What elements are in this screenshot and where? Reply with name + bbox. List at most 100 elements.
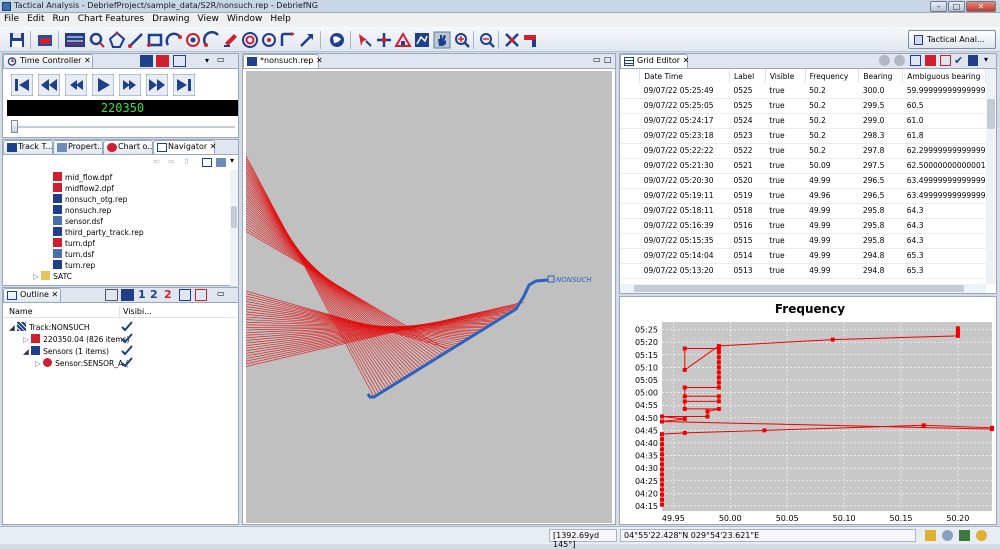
data-point[interactable] <box>955 333 960 338</box>
table-cell[interactable]: 50.09 <box>805 158 859 174</box>
button-2[interactable]: 2 <box>150 288 158 301</box>
table-cell[interactable]: 0518 <box>729 203 766 219</box>
list-item[interactable]: midflow2.dpf <box>53 183 114 194</box>
time-filter-icon[interactable] <box>156 55 169 67</box>
step-back-icon[interactable] <box>65 74 87 96</box>
table-cell[interactable]: 50.2 <box>805 143 859 159</box>
table-cell[interactable]: 49.99 <box>805 218 859 234</box>
menu-run[interactable]: Run <box>52 14 70 24</box>
data-point[interactable] <box>660 492 664 497</box>
table-cell[interactable]: 09/07/22 05:22:22 <box>639 143 730 159</box>
list-item[interactable]: turn.dpf <box>53 238 95 249</box>
checkbox-icon[interactable] <box>179 289 191 301</box>
tab-track-tote[interactable]: Track T... <box>3 140 53 154</box>
table-cell[interactable]: true <box>765 248 806 264</box>
frequency-chart[interactable]: Frequency 04:15 04:20 04:25 04:30 04:35 04:40… <box>620 297 996 524</box>
table-cell[interactable]: true <box>765 263 806 279</box>
time-slider-thumb[interactable] <box>11 120 18 133</box>
table-cell[interactable]: 295.8 <box>858 233 903 249</box>
table-cell[interactable]: true <box>765 158 806 174</box>
table-cell[interactable]: 300.0 <box>858 83 903 99</box>
navigator-scrollbar[interactable] <box>230 170 238 286</box>
polygon-tool-icon[interactable] <box>108 31 126 49</box>
data-point[interactable] <box>682 417 687 422</box>
data-point[interactable] <box>682 399 687 404</box>
track-path[interactable] <box>366 278 549 399</box>
list-item[interactable]: turn.rep <box>53 260 95 271</box>
visible-check-icon[interactable] <box>121 333 133 344</box>
column-date-time[interactable]: Date Time <box>639 69 730 83</box>
time-options-icon[interactable] <box>173 55 186 67</box>
drag-feature-icon[interactable] <box>394 31 412 49</box>
data-point[interactable] <box>716 355 721 360</box>
table-row[interactable]: 09/07/22 05:16:39 0516 true 49.99 295.8 64.3 <box>620 218 986 234</box>
table-cell[interactable]: 09/07/22 05:21:30 <box>639 158 730 174</box>
table-cell[interactable]: 09/07/22 05:19:11 <box>639 188 730 204</box>
table-cell[interactable]: true <box>765 233 806 249</box>
add-row-icon[interactable] <box>879 55 890 66</box>
data-point[interactable] <box>716 370 721 375</box>
visible-check-icon[interactable] <box>121 321 133 332</box>
checkbox-red-icon[interactable] <box>195 289 207 301</box>
scrollbar-thumb[interactable] <box>987 99 995 129</box>
outline-fixes-row[interactable]: ▷ 220350.04 (826 items) <box>23 334 130 344</box>
table-cell[interactable]: 299.0 <box>858 113 903 129</box>
table-cell[interactable]: 64.3 <box>902 233 986 249</box>
time-settings-icon[interactable] <box>140 55 153 67</box>
data-point[interactable] <box>660 487 664 492</box>
data-point[interactable] <box>716 343 721 348</box>
redraw-icon[interactable] <box>522 31 540 49</box>
data-point[interactable] <box>660 414 664 419</box>
data-point[interactable] <box>682 430 687 435</box>
wedge-tool-icon[interactable] <box>203 31 221 49</box>
table-cell[interactable]: 0519 <box>729 188 766 204</box>
table-cell[interactable]: 297.8 <box>858 143 903 159</box>
table-cell[interactable]: 64.3 <box>902 218 986 234</box>
data-point[interactable] <box>660 457 664 462</box>
track-marker[interactable] <box>547 275 555 283</box>
table-cell[interactable]: 0516 <box>729 218 766 234</box>
menu-view[interactable]: View <box>197 14 219 24</box>
navigator-menu-icon[interactable]: ▾ <box>230 156 235 165</box>
data-point[interactable] <box>921 423 926 428</box>
data-point[interactable] <box>990 427 994 432</box>
column-ambiguous-bearing[interactable]: Ambiguous bearing <box>902 69 986 83</box>
grid-horizontal-scrollbar[interactable] <box>620 284 986 293</box>
grid-view-menu-icon[interactable]: ▾ <box>984 55 989 64</box>
table-cell[interactable]: 49.99 <box>805 173 859 189</box>
table-cell[interactable]: 09/07/22 05:23:18 <box>639 128 730 144</box>
menu-help[interactable]: Help <box>270 14 291 24</box>
perspective-switcher[interactable]: Tactical Anal... <box>908 30 996 49</box>
range-rings-icon[interactable] <box>241 31 259 49</box>
menu-file[interactable]: File <box>4 14 20 24</box>
editor-maximize-icon[interactable]: □ <box>604 55 612 64</box>
table-cell[interactable]: 298.3 <box>858 128 903 144</box>
tick-icon[interactable]: ✔ <box>954 54 964 67</box>
column-label[interactable]: Label <box>729 69 766 83</box>
table-cell[interactable]: 60.5 <box>902 98 986 114</box>
data-point[interactable] <box>660 477 664 482</box>
data-point[interactable] <box>660 502 664 507</box>
table-cell[interactable]: 09/07/22 05:25:49 <box>639 83 730 99</box>
status-icon-1[interactable] <box>925 530 936 541</box>
table-row[interactable]: 09/07/22 05:22:22 0522 true 50.2 297.8 62.299… <box>620 143 986 159</box>
table-cell[interactable]: 09/07/22 05:13:20 <box>639 263 730 279</box>
data-point[interactable] <box>660 419 664 424</box>
table-row[interactable]: 09/07/22 05:23:18 0523 true 50.2 298.3 61.8 <box>620 128 986 144</box>
table-row[interactable]: 09/07/22 05:25:05 0525 true 50.2 299.5 60.5 <box>620 98 986 114</box>
table-cell[interactable]: 294.8 <box>858 248 903 264</box>
ellipse-tool-icon[interactable] <box>88 31 106 49</box>
data-point[interactable] <box>955 328 960 333</box>
table-cell[interactable]: true <box>765 143 806 159</box>
up-arrow-icon[interactable]: ⇧ <box>183 157 190 166</box>
zoom-out-icon[interactable] <box>478 31 496 49</box>
data-point[interactable] <box>660 442 664 447</box>
table-cell[interactable]: 64.3 <box>902 203 986 219</box>
table-cell[interactable]: 299.5 <box>858 98 903 114</box>
table-cell[interactable]: true <box>765 128 806 144</box>
table-row[interactable]: 09/07/22 05:21:30 0521 true 50.09 297.5 62.50… <box>620 158 986 174</box>
insert-icon[interactable] <box>910 55 921 66</box>
data-point[interactable] <box>716 399 721 404</box>
menu-chart-features[interactable]: Chart Features <box>77 14 145 24</box>
data-point[interactable] <box>716 365 721 370</box>
